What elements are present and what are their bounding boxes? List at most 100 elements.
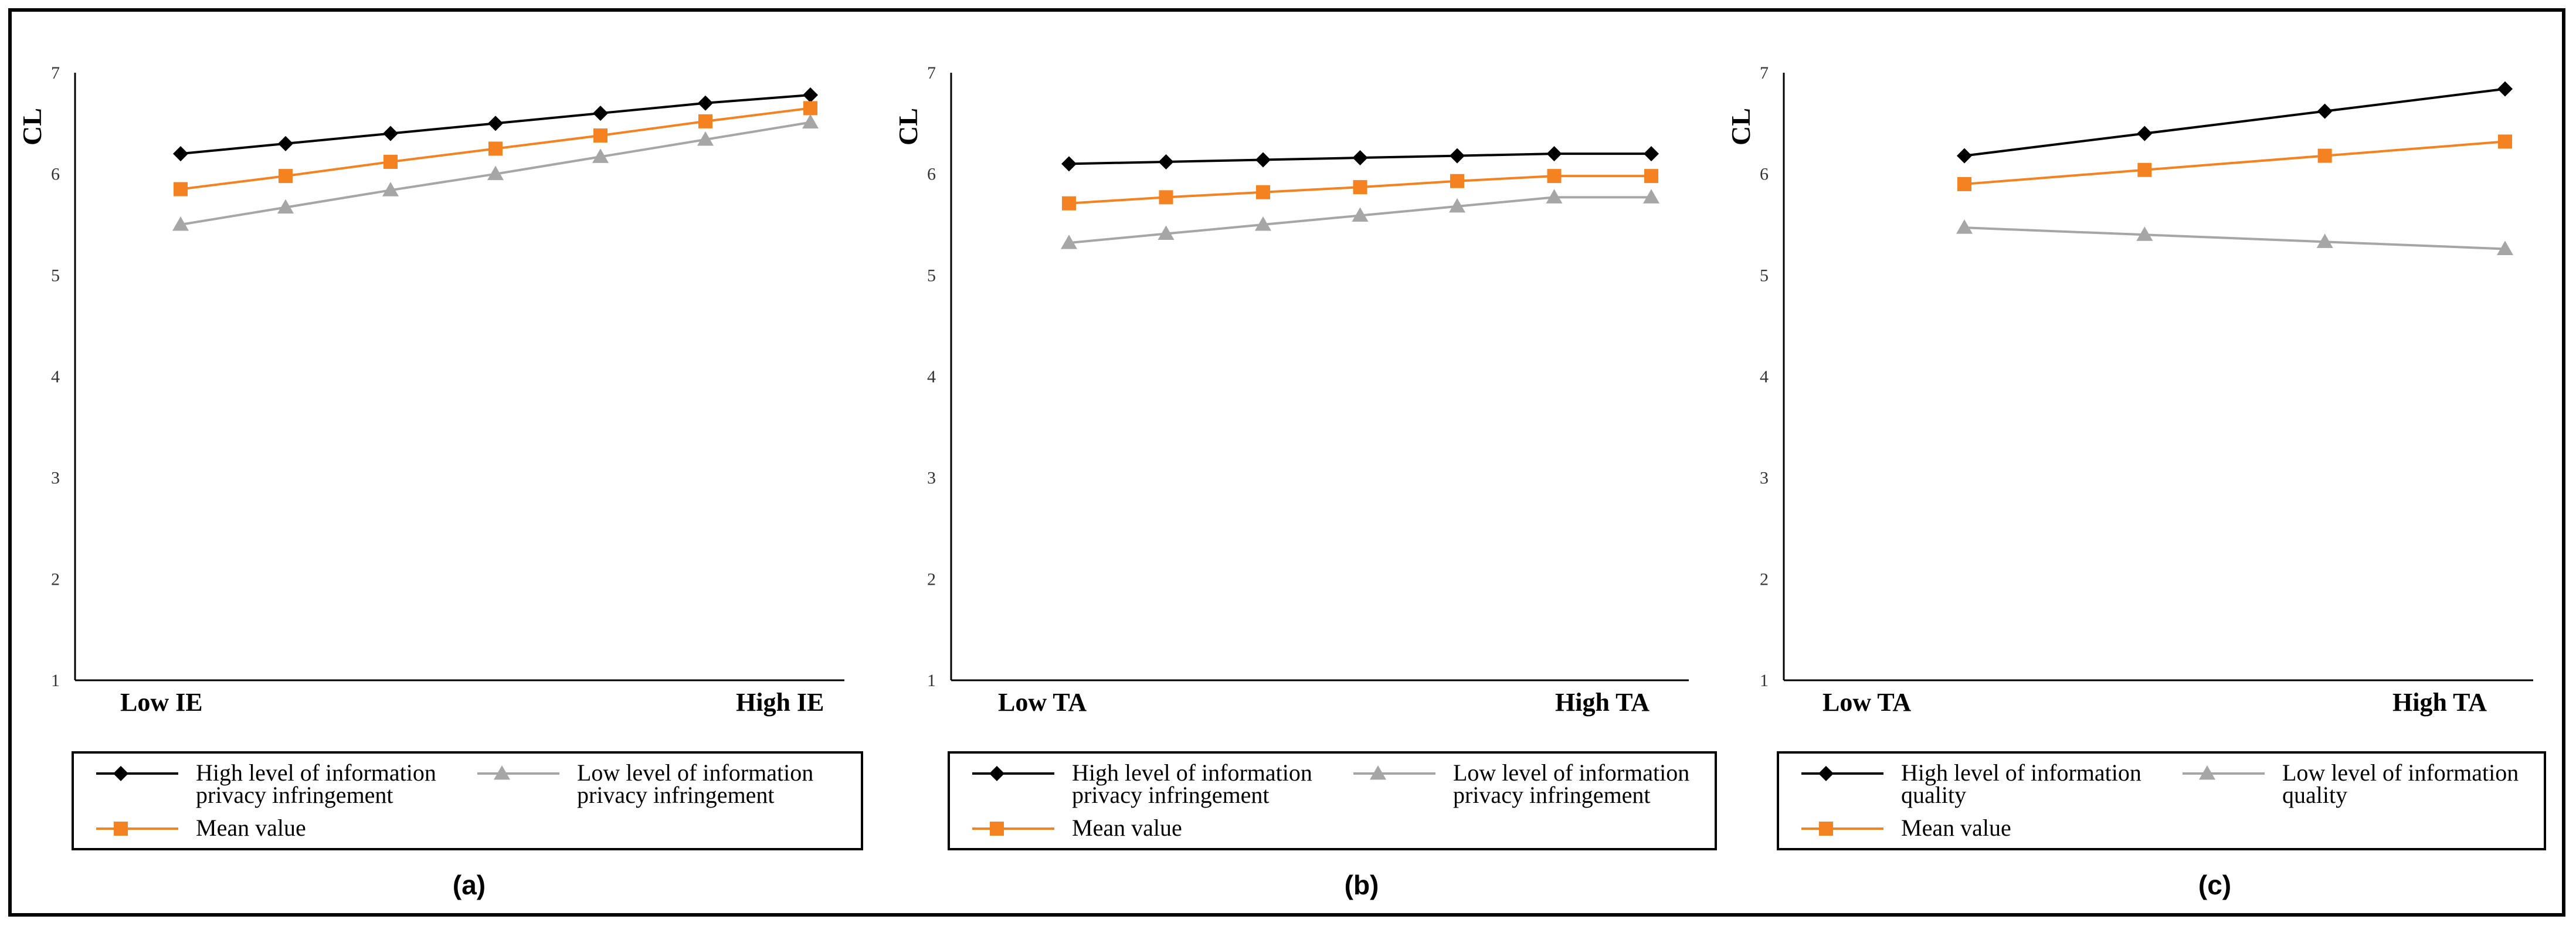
data-point-s2-7 [802,114,819,129]
legend-text-1-1: High level of information [1901,759,2141,786]
legend-box [948,751,1717,850]
data-point-s1-6 [698,95,713,111]
y-tick-label-4: 4 [51,367,60,386]
y-tick-label-2: 2 [927,569,936,589]
data-point-s3-2 [2137,162,2152,177]
data-point-s3-7 [803,101,817,116]
data-point-s2-4 [2497,240,2513,255]
legend-text-2-1: Low level of information [577,759,813,786]
legend-marker-1 [113,766,128,781]
data-point-s3-4 [2498,134,2512,149]
y-tick-label-3: 3 [927,469,936,488]
data-point-s3-5 [593,128,607,143]
panel-caption: (c) [2198,870,2231,900]
data-point-s2-1 [172,216,189,231]
data-point-s1-4 [2497,81,2513,97]
series-line-1 [1964,87,2506,157]
y-axis-label: CL [17,108,47,145]
x-high-label: High IE [736,688,824,717]
legend-marker-2 [2199,765,2215,780]
y-axis-label: CL [1726,108,1756,145]
data-point-s1-3 [383,125,398,141]
y-axis-label: CL [893,108,923,145]
data-point-s2-1 [1956,219,1973,234]
legend-text-2-2: privacy infringement [1453,782,1651,808]
data-point-s3-1 [1957,177,1971,191]
data-point-s1-1 [1957,148,1972,164]
y-tick-label-7: 7 [51,63,60,83]
x-low-label: Low IE [120,688,203,717]
data-point-s1-7 [803,87,818,103]
x-high-label: High TA [1555,688,1650,717]
y-tick-label-7: 7 [1760,63,1769,83]
data-point-s3-2 [279,169,293,184]
chart-panel-2: 1 2 3 4 5 6 7 CL Low TA High TA High level of info… [893,63,1717,900]
data-point-s1-2 [2137,125,2153,141]
data-point-s2-5 [592,148,609,163]
data-point-s2-7 [1643,189,1659,203]
data-point-s1-4 [488,116,503,131]
y-tick-label-4: 4 [1760,367,1769,386]
legend-text-1-1: High level of information [1072,759,1312,786]
data-point-s3-5 [1450,174,1464,188]
panel-caption: (a) [453,870,486,900]
y-tick-label-4: 4 [927,367,936,386]
data-point-s3-1 [174,182,188,196]
data-point-s2-3 [382,182,399,196]
legend-text-2-2: quality [2282,782,2347,808]
legend-marker-1 [1818,766,1834,781]
legend-text-1-2: privacy infringement [1072,782,1270,808]
figure-frame [8,8,2565,917]
series-line-3 [1964,140,2506,185]
data-point-s1-2 [1158,154,1174,169]
chart-panel-1: 1 2 3 4 5 6 7 CL Low IE High IE High level of info… [17,63,863,900]
y-tick-label-2: 2 [51,569,60,589]
legend-box [72,751,863,850]
data-point-s1-7 [1644,146,1659,162]
data-point-s3-6 [698,114,712,128]
y-tick-label-5: 5 [1760,266,1769,285]
data-point-s1-4 [1352,150,1368,166]
data-point-s2-4 [1352,207,1369,222]
chart-panel-3: 1 2 3 4 5 6 7 CL Low TA High TA High level of info… [1726,63,2546,900]
legend-marker-2 [494,765,510,780]
y-tick-label-7: 7 [927,63,936,83]
legend-text-3-1: Mean value [1901,815,2011,841]
data-point-s2-3 [2316,233,2333,248]
y-tick-label-1: 1 [51,671,60,690]
legend-box [1777,751,2546,850]
data-point-s2-2 [1158,225,1175,240]
legend-text-1-1: High level of information [196,759,436,786]
data-point-s1-2 [278,135,293,151]
legend-text-2-1: Low level of information [2282,759,2519,786]
legend-text-1-2: quality [1901,782,1966,808]
data-point-s2-1 [1061,235,1077,249]
data-point-s1-1 [173,146,188,162]
data-point-s3-1 [1062,196,1076,211]
data-point-s3-4 [1353,180,1367,195]
y-tick-label-5: 5 [927,266,936,285]
data-point-s2-4 [487,165,504,181]
data-point-s1-5 [1450,148,1465,164]
data-point-s3-4 [488,141,503,156]
data-point-s1-3 [1255,152,1271,168]
data-point-s3-7 [1644,169,1658,184]
legend-text-1-2: privacy infringement [196,782,393,808]
panel-caption: (b) [1345,870,1379,900]
legend-marker-3 [114,822,128,836]
data-point-s2-6 [1546,189,1563,203]
data-point-s3-3 [383,154,398,169]
data-point-s2-3 [1255,216,1271,231]
data-point-s2-6 [697,131,714,146]
series-line-2 [1964,226,2506,250]
y-tick-label-2: 2 [1760,569,1769,589]
data-point-s1-3 [2317,103,2333,119]
legend-text-2-2: privacy infringement [577,782,775,808]
data-point-s2-2 [2136,226,2153,241]
legend-text-3-1: Mean value [196,815,306,841]
data-point-s3-3 [2317,148,2332,163]
x-low-label: Low TA [1822,688,1911,717]
y-tick-label-3: 3 [51,469,60,488]
legend-marker-3 [1819,822,1833,836]
